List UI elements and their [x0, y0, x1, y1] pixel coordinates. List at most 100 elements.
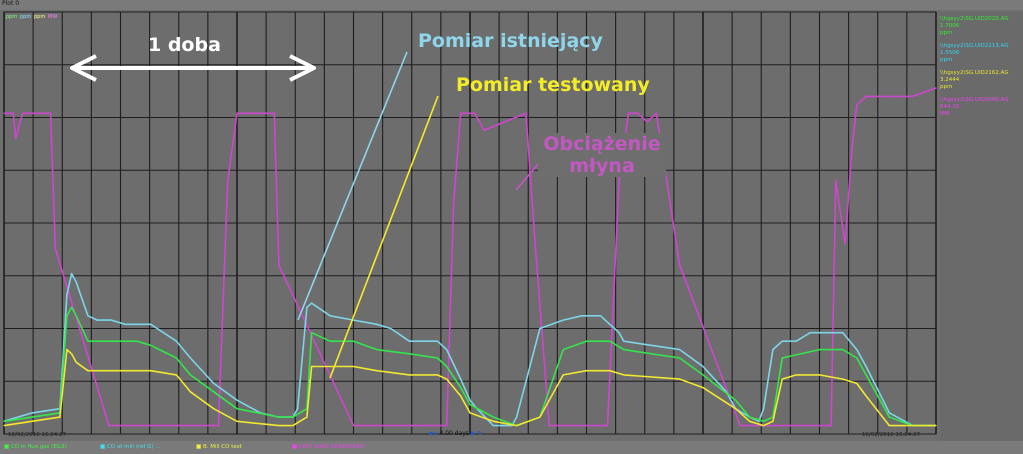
nav-zoom-icon[interactable]: ▸ [434, 430, 438, 437]
series-point [189, 357, 191, 359]
series-point [844, 243, 846, 245]
series-point [679, 378, 681, 380]
series-point [781, 378, 783, 380]
series-point [292, 424, 294, 427]
leader-load [515, 161, 541, 191]
series-point [502, 424, 504, 427]
nav-forward-icon[interactable]: ▶ [470, 430, 476, 437]
series-point [562, 319, 564, 321]
series-point [781, 357, 783, 359]
annotation-load: Obciążenie młyna [538, 133, 666, 177]
series-point [627, 112, 630, 114]
series-point [150, 370, 152, 372]
series-point [306, 416, 308, 418]
top-legend-label: MW [48, 14, 57, 20]
top-legend-label: ppm [20, 14, 31, 20]
series-point [585, 370, 588, 372]
series-point [50, 112, 52, 114]
series-point [912, 424, 914, 427]
series-point [735, 399, 737, 401]
series-point [110, 340, 112, 342]
series-point [749, 420, 751, 422]
series-point [474, 112, 476, 114]
time-navigation[interactable]: ◀ ▸ 4.00 days ▶ ↻ [428, 430, 482, 437]
series-point [150, 344, 152, 346]
series-point [31, 416, 33, 418]
series-point [310, 365, 313, 368]
series-point [213, 391, 215, 393]
series-point [124, 323, 126, 325]
series-point [213, 382, 215, 384]
series-point [329, 365, 331, 368]
series-point [609, 340, 611, 342]
series-point [758, 420, 760, 422]
series-point [623, 349, 625, 351]
side-legend-entry: \\hgsyy2\SG.UID2162.AG 3.2444 ppm [940, 70, 1023, 91]
series-point [935, 424, 937, 427]
annotation-day: 1 doba [148, 34, 221, 56]
series-point [24, 112, 26, 114]
series-point [830, 424, 832, 427]
series-point [702, 365, 704, 368]
top-legend-label: ppm [34, 14, 45, 20]
series-point [679, 357, 681, 359]
nav-refresh-icon[interactable]: ↻ [477, 430, 483, 437]
series-point [446, 365, 448, 368]
series-point [762, 424, 765, 427]
series-point [70, 306, 73, 308]
series-point [460, 395, 462, 397]
series-point [557, 424, 560, 427]
series-point [888, 424, 891, 427]
series-point [31, 112, 33, 114]
annotation-load-line1: Obciążenie [543, 133, 661, 155]
series-point [329, 340, 331, 342]
side-legend-unit: ppm [940, 84, 953, 90]
trend-plot[interactable]: ppm ppm ppm MW [0, 10, 940, 440]
series-point [483, 129, 485, 131]
series-point [54, 247, 56, 249]
series-point [618, 180, 620, 182]
series-point [408, 353, 411, 355]
window-title-bar: Plot 0 [0, 0, 1023, 10]
side-legend-value: 1.7006 [940, 23, 960, 29]
series-point [460, 386, 462, 389]
series-point [492, 416, 494, 418]
side-legend-tag: \\hgsyy2\SG.UID2162.AG [940, 70, 1009, 76]
series-point [646, 121, 648, 123]
series-point [213, 408, 215, 410]
series-point [87, 340, 89, 342]
series-point [136, 340, 138, 342]
bottom-legend-item: ■ B. Mill CO test [196, 444, 242, 450]
window-title: Plot 0 [2, 0, 20, 7]
side-legend-value: 3.2444 [940, 77, 960, 83]
side-legend-unit: ppm [940, 57, 953, 63]
series-point [43, 112, 45, 114]
series-point [66, 315, 68, 317]
series-point [150, 323, 152, 325]
series-point [851, 146, 853, 148]
series-point [599, 315, 602, 317]
series-point [562, 349, 564, 351]
side-legend-tag: \\hgsyy2\SG.UID2213.AG [940, 43, 1009, 49]
series-point [516, 424, 518, 427]
series-point [408, 340, 411, 342]
series-point [865, 95, 867, 97]
series-point [655, 112, 658, 114]
side-legend-unit: MW [940, 111, 951, 117]
series-point [453, 201, 455, 203]
series-line [4, 87, 937, 427]
series-point [702, 386, 704, 389]
side-legend-panel: \\hgsyy2\SG.UID2020.AG 1.7006 ppm \\hgsyy2\… [940, 12, 1023, 444]
nav-back-icon[interactable]: ◀ [428, 430, 433, 437]
bottom-legend-item: ■ CO at mill (ref G) ... [100, 444, 161, 450]
bottom-legend-item: ■ UNIT LOAD GENERATED [292, 444, 364, 450]
series-point [3, 424, 5, 427]
series-point [525, 112, 527, 114]
leader-tested [329, 95, 439, 379]
annotation-load-line2: młyna [569, 155, 635, 177]
series-point [585, 340, 588, 342]
series-point [352, 319, 355, 321]
series-point [236, 399, 238, 401]
bottom-legend-item: ■ CO in flue gas (EG3) [4, 444, 67, 450]
series-point [436, 374, 438, 376]
